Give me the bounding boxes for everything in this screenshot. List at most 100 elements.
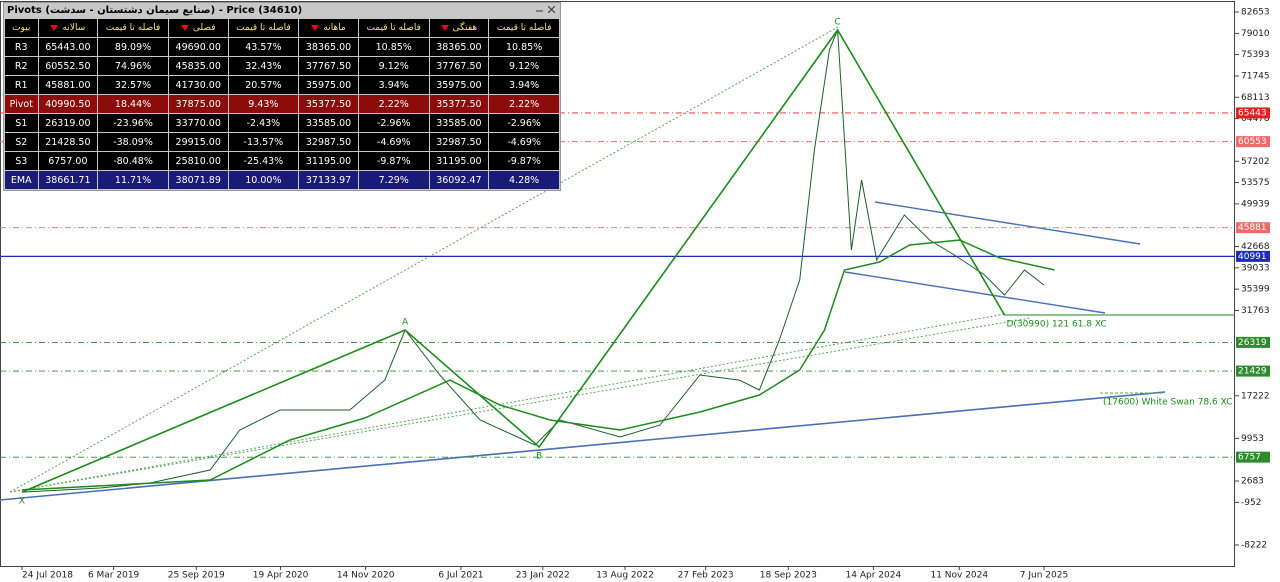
header-text: فاصله تا قیمت [105,23,161,33]
y-tick-label: 68113 [1241,93,1270,103]
table-row: EMA 38661.71 11.71% 38071.89 10.00% 37133.97 7… [5,171,559,189]
table-cell: 49690.00 [168,38,228,56]
header-cell: ماهانه [299,19,358,37]
table-cell: 29915.00 [168,133,228,151]
y-tick-label: 39033 [1241,263,1270,273]
table-cell: 25810.00 [168,152,228,170]
y-tick-label: 71745 [1241,71,1270,81]
table-cell: 18.44% [98,95,168,113]
y-tick-label: 2683 [1241,477,1264,487]
price-line [21,29,1045,493]
annotation: (17600) White Swan 78.6 XC [1103,398,1232,408]
table-cell: -9.87% [489,152,559,170]
x-tick-label: 14 Apr 2024 [846,571,902,581]
y-tick-label: 49939 [1241,199,1270,209]
sort-icon [180,24,189,31]
level-label-box [1236,451,1270,463]
y-tick-label: 75393 [1241,50,1270,60]
panel-title: Pivots (صنایع سیمان دشتستان - سدشت) - Pr… [4,3,560,18]
channel-line [844,271,1106,314]
table-cell: 33585.00 [299,114,358,132]
header-text: فاصله تا قیمت [366,23,421,33]
level-label: 21429 [1238,367,1267,377]
sort-icon [440,24,449,31]
table-row: R1 45881.00 32.57% 41730.00 20.57% 35975.00 3.… [5,76,559,94]
y-tick-label: 57202 [1241,157,1270,167]
table-cell: 60552.50 [38,57,98,75]
x-tick-label: 14 Nov 2020 [337,571,395,581]
header-row: بیوت سالانه فاصله تا قیمت فصلی فاصله تا قیمت… [5,19,559,37]
level-label-box [1236,107,1270,119]
dotted-line [9,317,1031,493]
header-cell: فصلی [168,19,228,37]
table-cell: 74.96% [98,57,168,75]
level-label: 40991 [1238,252,1267,262]
table-cell: -13.57% [228,133,299,151]
header-cell: فاصله تا قیمت [489,19,559,37]
table-cell: 31195.00 [429,152,489,170]
x-tick-label: 11 Nov 2024 [930,571,988,581]
table-cell: 21428.50 [38,133,98,151]
header-cell: فاصله تا قیمت [228,19,299,37]
header-cell: فاصله تا قیمت [358,19,429,37]
table-cell: 37133.97 [299,171,358,189]
channel-line [874,201,1141,245]
table-cell: 38365.00 [429,38,489,56]
level-label: 60553 [1238,137,1267,147]
x-tick-label: 6 Jul 2021 [438,571,483,581]
header-cell: بیوت [5,19,38,37]
y-tick-label: 17222 [1241,391,1270,401]
table-cell: -2.43% [228,114,299,132]
table-cell: 38071.89 [168,171,228,189]
table-cell: -80.48% [98,152,168,170]
x-tick-label: 13 Aug 2022 [596,571,654,581]
table-cell: 38661.71 [38,171,98,189]
close-button[interactable] [548,6,555,13]
level-label-box [1236,365,1270,377]
table-row: S3 6757.00 -80.48% 25810.00 -25.43% 31195.00-… [5,152,559,170]
table-cell: 35975.00 [299,76,358,94]
y-tick-label: 42668 [1241,242,1270,252]
table-cell: 40990.50 [38,95,98,113]
table-cell: -4.69% [489,133,559,151]
table-cell: 33770.00 [168,114,228,132]
level-label-box [1236,222,1270,234]
x-tick-label: 23 Jan 2022 [516,571,570,581]
table-cell: 37767.50 [429,57,489,75]
y-tick-label: 31763 [1241,306,1270,316]
table-cell: -38.09% [98,133,168,151]
level-label-box [1236,136,1270,148]
table-cell: 35975.00 [429,76,489,94]
table-cell: 41730.00 [168,76,228,94]
table-cell: -9.87% [358,152,429,170]
header-cell: هفتگی [429,19,489,37]
table-cell: 45881.00 [38,76,98,94]
panel-title-text: Pivots (صنایع سیمان دشتستان - سدشت) - Pr… [7,5,303,16]
pattern-label: B [536,452,542,462]
header-text: فصلی [192,23,216,33]
table-cell: 32.57% [98,76,168,94]
table-cell: R2 [5,57,38,75]
table-cell: 36092.47 [429,171,489,189]
table-cell: -4.69% [358,133,429,151]
table-cell: 7.29% [358,171,429,189]
table-cell: -2.96% [358,114,429,132]
table-cell: 32987.50 [299,133,358,151]
pattern-label: A [402,318,409,328]
table-cell: 10.85% [358,38,429,56]
table-cell: 11.71% [98,171,168,189]
table-cell: 31195.00 [299,152,358,170]
table-cell: 65443.00 [38,38,98,56]
header-text: بیوت [12,23,31,33]
x-tick-label: 18 Sep 2023 [760,571,817,581]
table-cell: S1 [5,114,38,132]
level-label: 6757 [1238,453,1261,463]
minimize-button[interactable] [536,6,543,13]
table-row: S1 26319.00 -23.96% 33770.00 -2.43% 33585.00-… [5,114,559,132]
table-cell: 20.57% [228,76,299,94]
table-row: R3 65443.00 89.09% 49690.00 43.57% 38365.00 10… [5,38,559,56]
table-cell: 35377.50 [299,95,358,113]
level-label: 65443 [1238,108,1267,118]
table-cell: 6757.00 [38,152,98,170]
